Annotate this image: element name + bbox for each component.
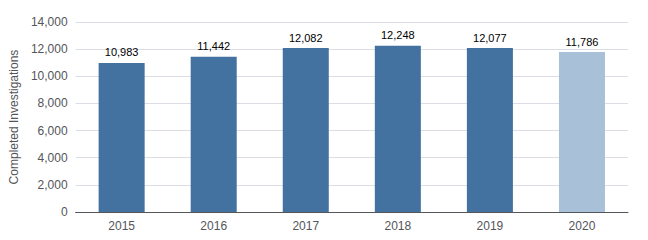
svg-text:2019: 2019: [477, 219, 504, 233]
svg-text:4,000: 4,000: [38, 151, 68, 165]
svg-text:10,983: 10,983: [105, 46, 139, 58]
svg-text:12,082: 12,082: [289, 32, 323, 44]
svg-text:2,000: 2,000: [38, 178, 68, 192]
svg-text:2017: 2017: [292, 219, 319, 233]
svg-text:11,786: 11,786: [566, 36, 599, 48]
svg-text:6,000: 6,000: [38, 124, 68, 138]
svg-text:2020: 2020: [569, 219, 596, 233]
svg-text:2015: 2015: [108, 219, 135, 233]
svg-text:0: 0: [61, 205, 68, 219]
svg-text:12,077: 12,077: [473, 32, 507, 44]
svg-text:2018: 2018: [384, 219, 411, 233]
svg-text:10,000: 10,000: [31, 69, 68, 83]
svg-text:12,000: 12,000: [31, 42, 68, 56]
svg-text:12,248: 12,248: [381, 29, 415, 41]
svg-text:2016: 2016: [200, 219, 227, 233]
svg-text:11,442: 11,442: [197, 40, 230, 52]
svg-text:Completed Investigations: Completed Investigations: [7, 50, 21, 185]
svg-text:14,000: 14,000: [31, 15, 68, 29]
svg-text:8,000: 8,000: [38, 96, 68, 110]
